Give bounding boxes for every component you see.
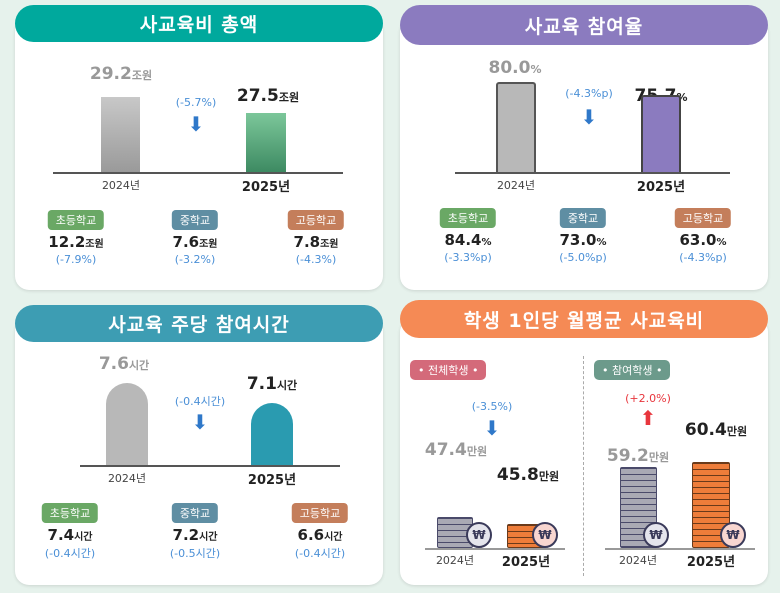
won-coin-icon: ₩: [720, 522, 746, 548]
value-participants-2024: 59.2만원: [606, 446, 670, 466]
change-middle: (-5.0%p): [559, 251, 607, 264]
value-middle: 7.6조원: [172, 233, 218, 251]
won-coin-icon: ₩: [532, 522, 558, 548]
panel-weekly-hours: [15, 318, 383, 585]
value-2025: 27.5조원: [236, 86, 300, 106]
divider: [583, 356, 584, 576]
arrow-down-icon: ⬇: [580, 105, 598, 129]
year-2024: 2024년: [496, 179, 536, 192]
year-2025: 2025년: [247, 473, 297, 488]
change-pct: (-4.3%p): [565, 87, 613, 100]
badge-middle: 중학교: [171, 503, 219, 523]
value-2024: 29.2조원: [89, 64, 153, 84]
value-2025: 7.1시간: [246, 374, 298, 394]
change-pct: (-0.4시간): [174, 395, 226, 408]
bar-2025: [246, 112, 286, 172]
bar-2024: [496, 82, 536, 172]
axis-line: [455, 172, 730, 174]
change-middle: (-3.2%): [174, 253, 216, 266]
year-2025: 2025년: [636, 180, 686, 195]
badge-high: 고등학교: [291, 503, 349, 523]
badge-middle: 중학교: [559, 208, 607, 228]
arrow-down-icon: ⬇: [483, 416, 501, 440]
value-elementary: 7.4시간: [47, 526, 93, 544]
axis-line: [425, 548, 565, 550]
panel-title-weekly-hours: 사교육 주당 참여시간: [15, 305, 383, 342]
value-high: 7.8조원: [293, 233, 339, 251]
value-all-2024: 47.4만원: [424, 440, 488, 460]
value-elementary: 12.2조원: [48, 233, 104, 251]
arrow-up-icon: ⬆: [639, 406, 657, 430]
change-high: (-4.3%): [295, 253, 337, 266]
value-participants-2025: 60.4만원: [684, 420, 748, 440]
year-2024: 2024년: [101, 179, 141, 192]
tag-participants: • 참여학생 •: [594, 360, 671, 380]
value-high: 63.0%: [679, 231, 727, 249]
change-elementary: (-7.9%): [55, 253, 97, 266]
clock-bar-2025: [251, 402, 293, 465]
won-coin-icon: ₩: [643, 522, 669, 548]
badge-elementary: 초등학교: [41, 503, 99, 523]
change-elementary: (-3.3%p): [444, 251, 492, 264]
panel-title-participation-rate: 사교육 참여율: [400, 5, 768, 45]
panel-title-monthly-cost: 학생 1인당 월평균 사교육비: [400, 300, 768, 338]
year-2024: 2024년: [107, 472, 147, 485]
value-elementary: 84.4%: [444, 231, 492, 249]
badge-high: 고등학교: [287, 210, 345, 230]
value-high: 6.6시간: [297, 526, 343, 544]
axis-line: [80, 465, 340, 467]
coin-stack-2024: [620, 467, 657, 548]
bar-2024: [101, 97, 140, 172]
badge-high: 고등학교: [674, 208, 732, 228]
bar-2025: [641, 94, 681, 172]
panel-title-total-cost: 사교육비 총액: [15, 5, 383, 42]
change-all: (-3.5%): [471, 400, 513, 413]
change-high: (-4.3%p): [679, 251, 727, 264]
value-middle: 73.0%: [559, 231, 607, 249]
value-2024: 80.0%: [488, 58, 542, 78]
year-2025: 2025년: [686, 555, 736, 570]
clock-bar-2024: [106, 383, 148, 465]
badge-middle: 중학교: [171, 210, 219, 230]
value-middle: 7.2시간: [172, 526, 218, 544]
badge-elementary: 초등학교: [439, 208, 497, 228]
arrow-down-icon: ⬇: [187, 112, 205, 136]
year-2025: 2025년: [501, 555, 551, 570]
arrow-down-icon: ⬇: [191, 410, 209, 434]
year-2025: 2025년: [241, 180, 291, 195]
tag-all-students: • 전체학생 •: [410, 360, 487, 380]
change-middle: (-0.5시간): [169, 547, 221, 560]
change-high: (-0.4시간): [294, 547, 346, 560]
panel-total-cost: [15, 18, 383, 290]
axis-line: [605, 548, 755, 550]
year-2024: 2024년: [435, 554, 475, 567]
change-elementary: (-0.4시간): [44, 547, 96, 560]
value-2024: 7.6시간: [98, 354, 150, 374]
panel-participation-rate: [400, 18, 768, 290]
value-all-2025: 45.8만원: [496, 465, 560, 485]
change-pct: (-5.7%): [175, 96, 217, 109]
change-participants: (+2.0%): [625, 392, 671, 405]
badge-elementary: 초등학교: [47, 210, 105, 230]
won-coin-icon: ₩: [466, 522, 492, 548]
year-2024: 2024년: [618, 554, 658, 567]
axis-line: [53, 172, 343, 174]
